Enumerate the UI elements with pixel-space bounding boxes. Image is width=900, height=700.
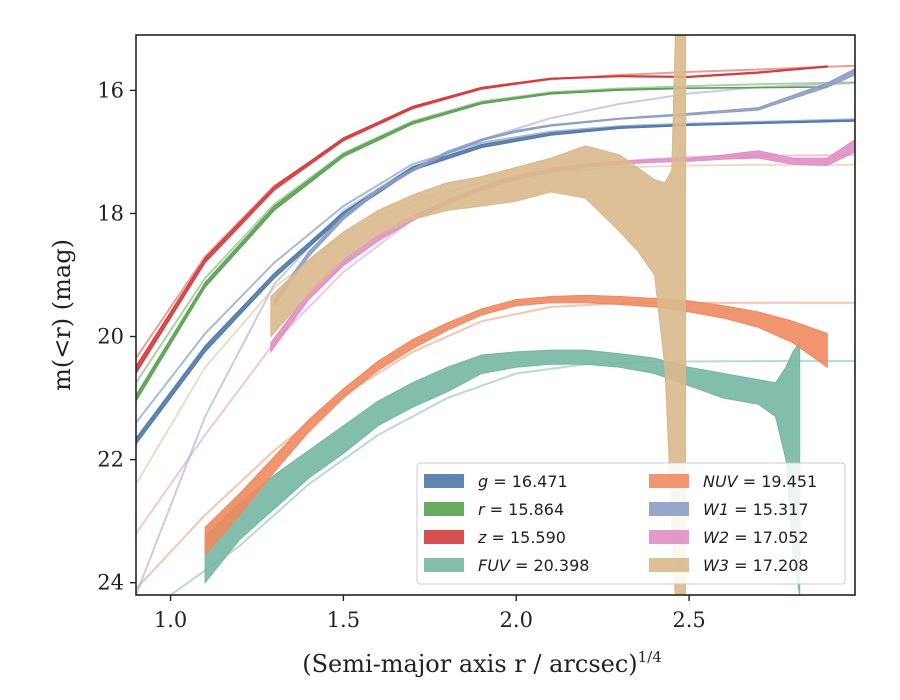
- legend-label-w2: W2 = 17.052: [703, 528, 809, 547]
- model-line-g: [136, 118, 855, 424]
- y-tick-label: 18: [97, 201, 124, 225]
- legend-label-fuv: FUV = 20.398: [478, 556, 589, 575]
- legend-swatch-g: [424, 474, 464, 488]
- profile-band-nuv: [204, 294, 828, 557]
- legend-swatch-fuv: [424, 558, 464, 572]
- legend-label-w1: W1 = 15.317: [703, 500, 809, 519]
- profile-band-fuv: [204, 341, 801, 595]
- legend-swatch-w1: [649, 502, 689, 516]
- y-axis: 16 18 20 22 24: [97, 78, 136, 595]
- legend-label-g: g = 16.471: [478, 472, 568, 491]
- legend: g = 16.471 r = 15.864 z = 15.590 FUV = 20.3…: [416, 462, 846, 585]
- y-tick-label: 22: [97, 448, 124, 472]
- legend-label-z: z = 15.590: [477, 528, 566, 547]
- plot-area: [136, 35, 855, 595]
- legend-label-nuv: NUV = 19.451: [703, 472, 817, 491]
- legend-swatch-r: [424, 502, 464, 516]
- x-tick-label: 2.0: [500, 608, 533, 632]
- legend-swatch-nuv: [649, 474, 689, 488]
- model-line-fuv: [170, 360, 855, 595]
- legend-frame: [416, 462, 846, 585]
- profile-band-w1: [273, 68, 855, 308]
- legend-label-w3: W3 = 17.208: [703, 556, 809, 575]
- x-tick-label: 2.5: [672, 608, 705, 632]
- x-tick-label: 1.5: [327, 608, 360, 632]
- plot-frame: [135, 34, 856, 596]
- x-axis: 1.0 1.5 2.0 2.5: [154, 595, 706, 632]
- model-line-nuv: [136, 301, 855, 590]
- legend-swatch-w2: [649, 530, 689, 544]
- y-tick-label: 24: [97, 571, 124, 595]
- legend-swatch-z: [424, 530, 464, 544]
- profile-band-w3: [270, 35, 687, 595]
- legend-label-r: r = 15.864: [478, 500, 564, 519]
- y-axis-label: m(<r) (mag): [48, 239, 76, 391]
- x-axis-label: (Semi-major axis r / arcsec)1/4: [302, 648, 662, 678]
- model-line-r: [136, 81, 855, 384]
- profile-band-r: [136, 86, 828, 403]
- profile-band-z: [136, 65, 828, 375]
- x-tick-label: 1.0: [154, 608, 187, 632]
- y-tick-label: 20: [97, 325, 124, 349]
- y-tick-label: 16: [97, 78, 124, 102]
- legend-swatch-w3: [649, 558, 689, 572]
